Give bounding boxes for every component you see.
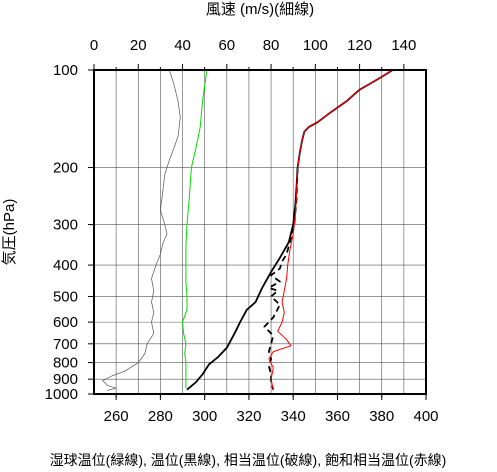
- series-飽和相当温位: [268, 69, 394, 390]
- top-tick-label: 100: [303, 37, 328, 54]
- top-axis-title: 風速 (m/s)(細線): [206, 1, 314, 18]
- left-tick-label: 400: [53, 257, 78, 274]
- bottom-tick-label: 260: [104, 408, 129, 425]
- left-tick-label: 1000: [45, 386, 78, 403]
- bottom-tick-label: 400: [413, 408, 438, 425]
- left-tick-label: 900: [53, 371, 78, 388]
- top-tick-label: 140: [391, 37, 416, 54]
- left-tick-label: 100: [53, 62, 78, 79]
- top-tick-label: 60: [218, 37, 235, 54]
- bottom-tick-label: 280: [148, 408, 173, 425]
- top-tick-label: 20: [130, 37, 147, 54]
- top-tick-label: 80: [263, 37, 280, 54]
- series-湿球温位: [182, 69, 208, 389]
- bottom-tick-label: 300: [192, 408, 217, 425]
- top-tick-label: 0: [90, 37, 98, 54]
- tick-labels: 260 280 300 320 340 360 380 400 0 20 40 60 80 100 120 1…: [45, 37, 439, 425]
- series-相当温位: [263, 167, 299, 390]
- series-風速: [102, 69, 181, 391]
- left-tick-label: 800: [53, 355, 78, 372]
- series-layer: [102, 69, 394, 391]
- left-tick-label: 700: [53, 336, 78, 353]
- bottom-tick-label: 380: [369, 408, 394, 425]
- bottom-tick-label: 360: [325, 408, 350, 425]
- tick-marks: [88, 64, 427, 400]
- series-温位: [186, 69, 394, 391]
- bottom-tick-label: 320: [236, 408, 261, 425]
- grid: [94, 69, 426, 395]
- plot-frame: [93, 69, 427, 395]
- left-tick-label: 200: [53, 160, 78, 177]
- left-tick-label: 600: [53, 314, 78, 331]
- left-tick-label: 300: [53, 217, 78, 234]
- bottom-tick-label: 340: [281, 408, 306, 425]
- top-tick-label: 120: [347, 37, 372, 54]
- left-tick-label: 500: [53, 288, 78, 305]
- bottom-caption: 湿球温位(緑線), 温位(黒線), 相当温位(破線), 飽和相当温位(赤線): [50, 452, 447, 468]
- left-axis-title: 気圧(hPa): [1, 199, 18, 266]
- top-tick-label: 40: [174, 37, 191, 54]
